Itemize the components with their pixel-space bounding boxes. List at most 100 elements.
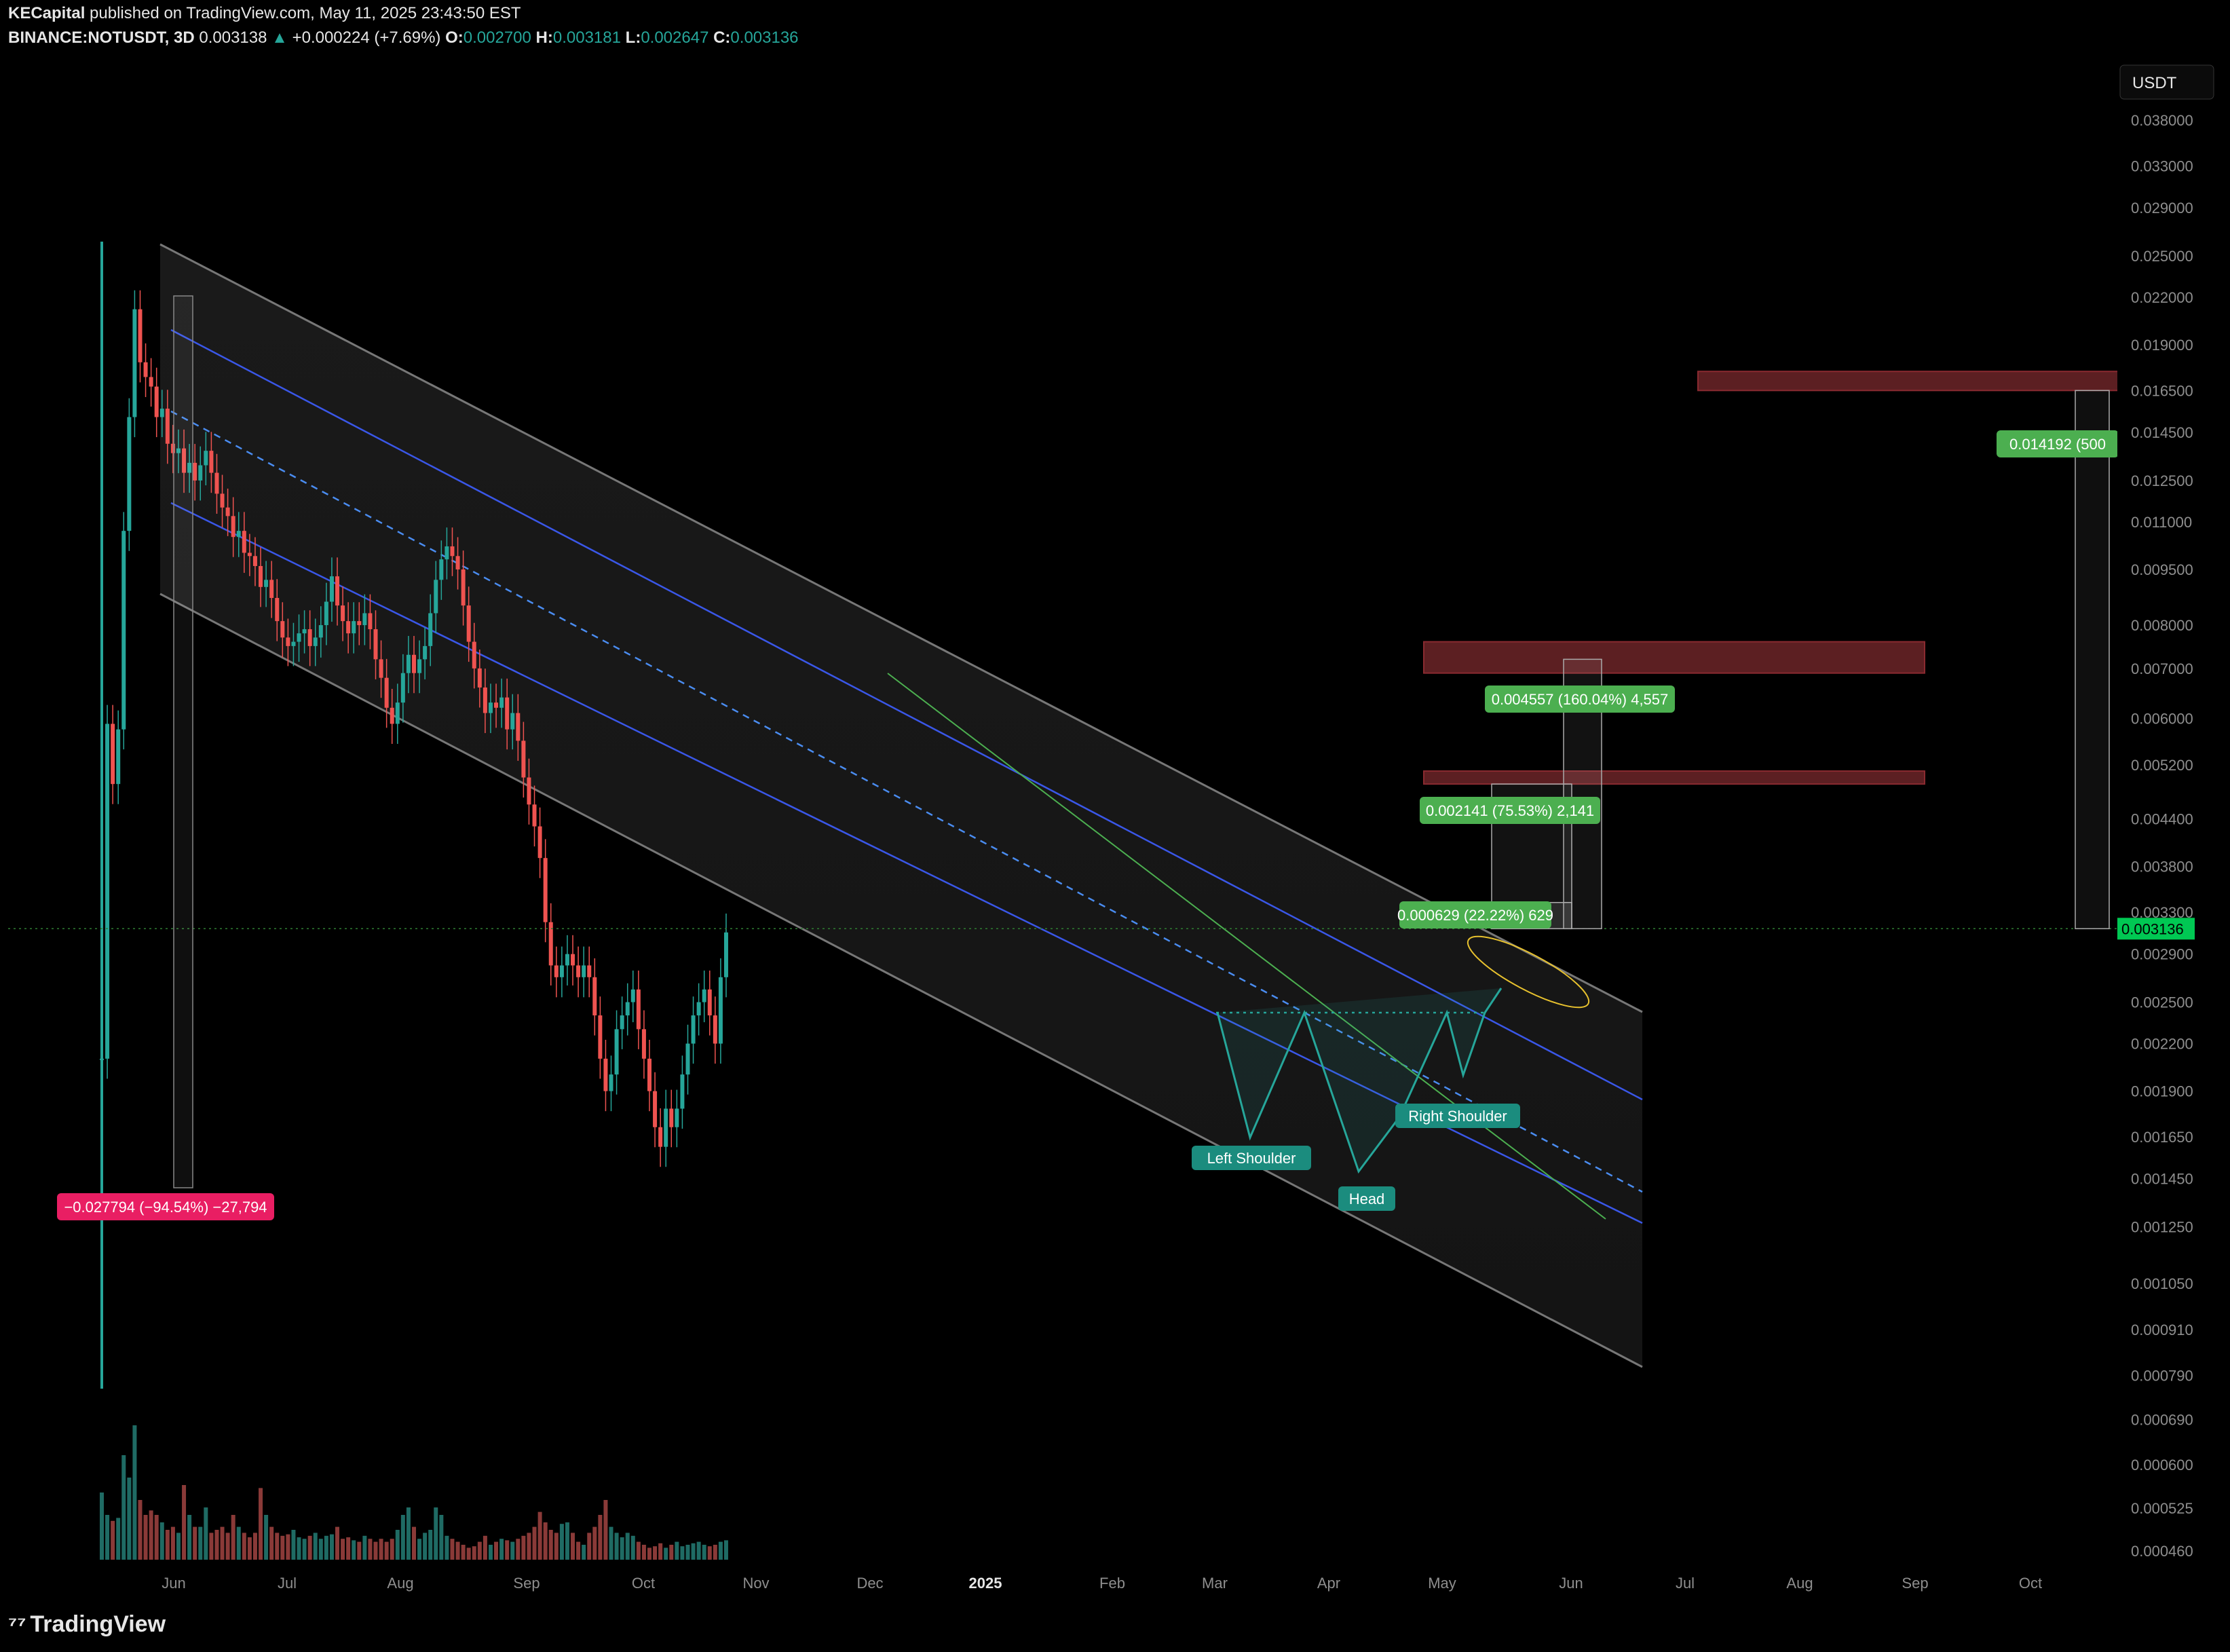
y-tick-label: 0.001250 bbox=[2131, 1219, 2193, 1236]
volume-bar bbox=[154, 1515, 159, 1560]
candle-body bbox=[313, 637, 318, 646]
candle-body bbox=[548, 922, 553, 966]
target3-label: 0.004557 (160.04%) 4,557 bbox=[1485, 686, 1675, 713]
volume-bar bbox=[548, 1530, 553, 1560]
x-tick-label: May bbox=[1428, 1575, 1456, 1592]
volume-bar bbox=[297, 1537, 301, 1560]
volume-bar bbox=[510, 1541, 515, 1560]
chart-frame[interactable]: −0.027794 (−94.54%) −27,794 0.000629 (22.… bbox=[8, 58, 2222, 1599]
candle-body bbox=[483, 687, 487, 713]
volume-bar bbox=[664, 1547, 668, 1560]
last-price: 0.003138 bbox=[199, 29, 267, 47]
volume-bar bbox=[516, 1539, 521, 1560]
volume-bar bbox=[614, 1533, 619, 1560]
y-tick-label: 0.014500 bbox=[2131, 424, 2193, 441]
symbol-label: BINANCE:NOTUSDT, 3D bbox=[8, 29, 195, 47]
volume-bar bbox=[100, 1493, 104, 1560]
candle-body bbox=[713, 1015, 717, 1044]
candle-body bbox=[116, 729, 121, 785]
candle-body bbox=[220, 493, 225, 508]
volume-bar bbox=[247, 1537, 252, 1560]
volume-bar bbox=[269, 1526, 274, 1560]
candle-body bbox=[269, 580, 274, 598]
volume-bar bbox=[116, 1518, 121, 1560]
candle-body bbox=[718, 977, 723, 1044]
x-tick-label: Aug bbox=[387, 1575, 413, 1592]
candle-body bbox=[614, 1029, 619, 1075]
open-value: 0.002700 bbox=[463, 29, 531, 47]
y-tick-label: 0.009500 bbox=[2131, 561, 2193, 578]
volume-bar bbox=[669, 1545, 674, 1560]
volume-bar bbox=[324, 1535, 328, 1560]
last-price-tag-text: 0.003136 bbox=[2121, 920, 2184, 937]
candle-body bbox=[598, 1015, 603, 1059]
candle-body bbox=[537, 826, 542, 859]
measure-box-4 bbox=[2075, 390, 2110, 930]
volume-bar bbox=[713, 1545, 717, 1560]
candle-body bbox=[111, 724, 115, 785]
x-tick-label: Aug bbox=[1786, 1575, 1813, 1592]
candle-body bbox=[554, 965, 559, 977]
volume-bar bbox=[379, 1539, 383, 1560]
volume-bar bbox=[121, 1455, 126, 1560]
y-tick-label: 0.002500 bbox=[2131, 994, 2193, 1011]
candle-body bbox=[630, 989, 635, 1002]
volume-bar bbox=[423, 1533, 428, 1560]
volume-bar bbox=[138, 1500, 143, 1560]
volume-bar bbox=[675, 1541, 679, 1560]
candle-body bbox=[400, 673, 405, 703]
candle-body bbox=[384, 677, 389, 708]
candle-body bbox=[127, 417, 132, 531]
candle-body bbox=[346, 621, 351, 634]
candle-body bbox=[428, 613, 433, 646]
candle-body bbox=[154, 386, 159, 417]
volume-bar bbox=[225, 1533, 230, 1560]
candle-body bbox=[455, 556, 460, 569]
candle-body bbox=[434, 580, 438, 614]
candle-body bbox=[472, 641, 476, 669]
y-tick-label: 0.001900 bbox=[2131, 1083, 2193, 1100]
tradingview-logo[interactable]: ⁷⁷ TradingView bbox=[8, 1611, 166, 1638]
candle-body bbox=[390, 707, 394, 724]
price-chart[interactable]: −0.027794 (−94.54%) −27,794 0.000629 (22.… bbox=[8, 58, 2222, 1599]
left-shoulder-label-text: Left Shoulder bbox=[1207, 1150, 1296, 1167]
x-tick-label: Jul bbox=[1676, 1575, 1695, 1592]
x-tick-label: Jul bbox=[278, 1575, 297, 1592]
right-shoulder-label-bg bbox=[1395, 1104, 1520, 1128]
candle-body bbox=[379, 659, 383, 678]
candle-body bbox=[702, 989, 706, 1002]
x-tick-label: 2025 bbox=[969, 1575, 1002, 1592]
candle-body bbox=[571, 954, 575, 966]
volume-bar bbox=[149, 1510, 153, 1560]
volume-bar bbox=[313, 1533, 318, 1560]
volume-bar bbox=[494, 1541, 499, 1560]
close-value: 0.003136 bbox=[730, 29, 799, 47]
volume-bar bbox=[499, 1539, 504, 1560]
channel-inner-upper bbox=[170, 328, 1643, 1101]
volume-bar bbox=[384, 1541, 389, 1560]
last-price-tag-bg bbox=[2117, 918, 2195, 940]
volume-bar bbox=[231, 1515, 235, 1560]
candle-body bbox=[149, 377, 153, 387]
target1-label-text: 0.000629 (22.22%) 629 bbox=[1397, 907, 1553, 924]
candle-body bbox=[214, 472, 219, 494]
volume-bar bbox=[598, 1515, 603, 1560]
candle-body bbox=[373, 629, 378, 660]
candle-body bbox=[176, 448, 181, 453]
volume-bar bbox=[417, 1539, 422, 1560]
volume-bar bbox=[543, 1522, 548, 1560]
candle-body bbox=[592, 977, 597, 1016]
candle-body bbox=[352, 621, 356, 634]
candle-body bbox=[236, 531, 241, 538]
volume-bar bbox=[647, 1547, 651, 1560]
candle-body bbox=[275, 597, 280, 622]
candle-body bbox=[225, 507, 230, 517]
candle-body bbox=[302, 629, 307, 634]
candle-body bbox=[691, 1015, 696, 1044]
x-tick-label: Oct bbox=[2019, 1575, 2042, 1592]
brand-name: TradingView bbox=[30, 1611, 166, 1637]
candle-body bbox=[505, 697, 510, 730]
candle-body bbox=[565, 954, 569, 966]
candle-body bbox=[543, 858, 548, 922]
candle-body bbox=[450, 546, 455, 557]
